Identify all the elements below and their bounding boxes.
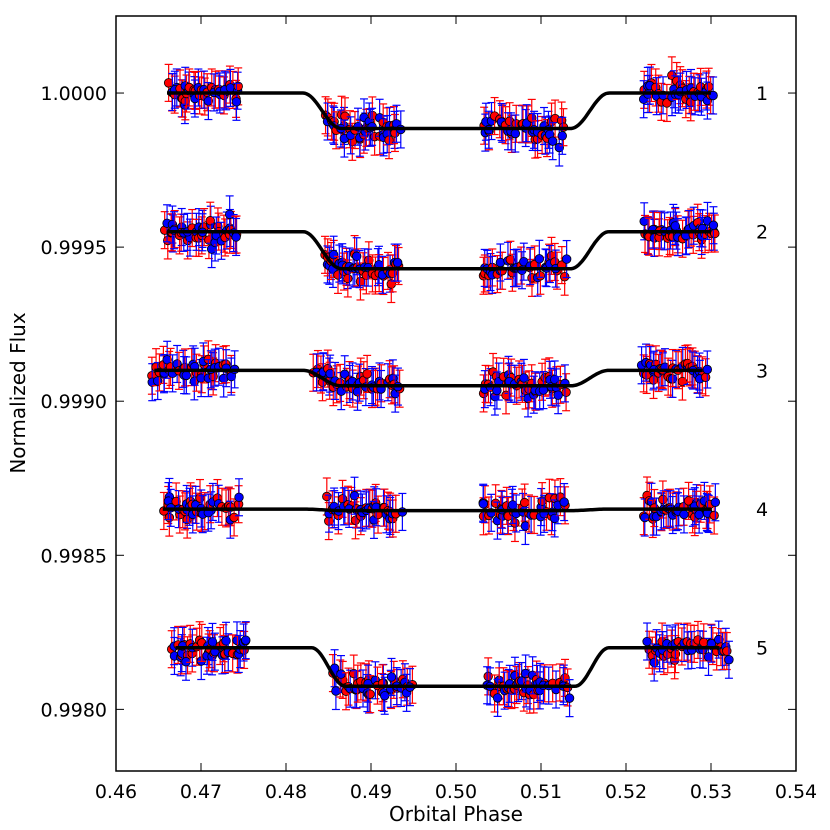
- data-point-blue: [534, 239, 545, 278]
- data-point-blue: [521, 104, 532, 143]
- model-curve-3: [154, 368, 703, 388]
- model-curve-1: [167, 91, 711, 131]
- data-point-blue: [510, 114, 521, 153]
- x-axis-title: Orbital Phase: [389, 802, 523, 826]
- model-curves-layer: [154, 91, 720, 689]
- data-point-blue: [658, 76, 668, 115]
- curve-label-5: 5: [756, 638, 768, 660]
- data-point-blue: [198, 495, 208, 534]
- data-point-blue: [380, 676, 390, 715]
- data-point-blue: [640, 498, 650, 537]
- data-point-blue: [225, 68, 236, 107]
- model-curve-5: [175, 645, 720, 689]
- x-tick-label: 0.53: [690, 781, 732, 803]
- data-point-blue: [203, 81, 214, 121]
- x-tick-label: 0.47: [180, 781, 222, 803]
- data-point-blue: [492, 371, 502, 410]
- data-point-blue: [231, 82, 242, 121]
- data-point-blue: [706, 624, 717, 663]
- y-axis-title: Normalized Flux: [6, 312, 30, 474]
- curve-label-4: 4: [756, 499, 768, 521]
- data-point-blue: [710, 483, 721, 522]
- data-point-blue: [329, 649, 340, 688]
- data-point-blue: [392, 243, 403, 282]
- data-point-blue: [708, 76, 718, 115]
- data-point-blue: [241, 621, 251, 660]
- data-point-blue: [561, 239, 572, 279]
- x-tick-label: 0.52: [605, 781, 647, 803]
- data-point-blue: [642, 622, 652, 661]
- model-curve-4: [162, 507, 711, 513]
- data-point-blue: [559, 482, 569, 522]
- x-tick-label: 0.51: [520, 781, 562, 803]
- data-point-blue: [724, 640, 734, 679]
- y-tick-label: 1.0000: [41, 83, 107, 105]
- x-tick-label: 0.54: [775, 781, 817, 803]
- data-point-blue: [386, 657, 397, 697]
- x-tick-label: 0.46: [95, 781, 137, 803]
- curve-label-1: 1: [756, 83, 768, 105]
- data-point-blue: [234, 478, 244, 517]
- y-tick-label: 0.9985: [41, 545, 107, 567]
- data-point-blue: [495, 243, 506, 282]
- x-tick-label: 0.48: [265, 781, 307, 803]
- data-point-blue: [519, 242, 529, 281]
- y-tick-label: 0.9995: [41, 237, 107, 259]
- x-tick-label: 0.49: [350, 781, 392, 803]
- y-tick-label: 0.9980: [41, 699, 107, 721]
- data-point-red: [658, 480, 668, 519]
- data-point-blue: [507, 485, 518, 525]
- model-curve-2: [167, 229, 711, 271]
- data-point-blue: [519, 358, 529, 398]
- data-point-blue: [478, 484, 489, 523]
- data-point-blue: [181, 356, 192, 395]
- data-point-blue: [708, 206, 719, 245]
- curve-label-2: 2: [756, 222, 768, 244]
- data-point-blue: [702, 350, 712, 389]
- curve-labels-layer: 1 2 3 4 5: [756, 83, 768, 660]
- data-point-blue: [345, 116, 356, 155]
- data-point-blue: [349, 476, 360, 515]
- y-tick-label: 0.9990: [41, 391, 107, 413]
- data-point-blue: [520, 506, 531, 546]
- curve-label-3: 3: [756, 360, 768, 382]
- data-point-blue: [557, 116, 567, 155]
- x-tick-label: 0.50: [435, 781, 477, 803]
- axis-ticks-layer: 0.46 0.47 0.48 0.49 0.50 0.51 0.52 0.53 0.54 0.99…: [41, 16, 817, 803]
- data-point-red: [662, 83, 672, 123]
